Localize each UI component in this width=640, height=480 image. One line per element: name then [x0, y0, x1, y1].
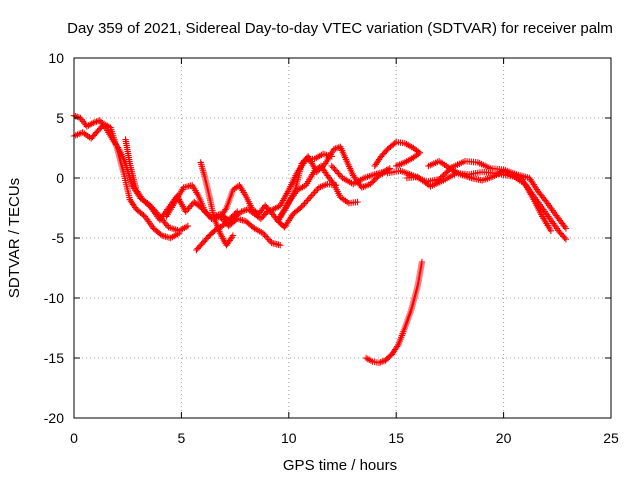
x-tick-label: 20 — [496, 430, 512, 446]
data-point — [370, 178, 377, 185]
data-point — [305, 195, 313, 202]
data-point — [311, 189, 318, 196]
series-tail-low — [328, 162, 393, 188]
data-point — [176, 230, 183, 237]
data-point — [328, 162, 335, 170]
data-point — [317, 164, 325, 171]
data-point — [145, 202, 152, 209]
data-point — [229, 232, 237, 239]
data-point — [299, 202, 307, 209]
data-point — [308, 192, 315, 199]
data-point — [561, 234, 568, 241]
data-point — [74, 113, 81, 120]
data-point — [264, 234, 271, 242]
y-tick-label: -10 — [44, 290, 64, 306]
series-early-lower — [70, 120, 183, 242]
series-plateau-c — [425, 158, 555, 234]
series-isolated-descent — [362, 258, 426, 366]
y-tick-label: -5 — [52, 230, 65, 246]
y-tick-label: -20 — [44, 410, 64, 426]
data-point — [277, 242, 284, 249]
data-point — [354, 198, 361, 206]
chart-title: Day 359 of 2021, Sidereal Day-to-day VTE… — [67, 20, 613, 37]
x-tick-label: 0 — [70, 430, 78, 446]
x-tick-label: 5 — [178, 430, 186, 446]
data-point — [336, 171, 344, 179]
data-point — [542, 197, 549, 204]
data-point — [562, 225, 570, 232]
grid-lines — [74, 58, 611, 418]
series-plateau-b — [403, 168, 570, 243]
data-point — [562, 236, 570, 243]
data-points-layer — [70, 112, 570, 366]
data-point — [312, 187, 320, 194]
y-axis-label: SDTVAR / TECUs — [6, 178, 23, 298]
data-point — [313, 168, 320, 176]
data-point — [335, 170, 342, 177]
data-point — [302, 198, 310, 206]
data-point — [367, 180, 374, 188]
axis-ticks: 0 5 10 15 20 25 -20 -15 -10 -5 0 5 10 — [44, 50, 619, 446]
data-point — [319, 163, 326, 170]
data-point — [185, 205, 192, 212]
data-point — [184, 222, 192, 230]
series-kink — [371, 138, 424, 170]
y-tick-label: -15 — [44, 350, 64, 366]
x-tick-label: 15 — [388, 430, 404, 446]
data-point — [391, 140, 398, 147]
series-mid-ripple — [122, 136, 284, 249]
data-point — [143, 200, 151, 207]
series-early-upper — [70, 112, 192, 234]
data-point — [371, 176, 378, 183]
data-point — [314, 167, 322, 174]
data-point — [307, 194, 314, 201]
series-plateau-a — [384, 158, 570, 232]
data-point — [332, 167, 339, 174]
data-point — [301, 200, 308, 207]
data-point — [393, 162, 400, 170]
x-tick-label: 25 — [603, 430, 619, 446]
y-tick-label: 0 — [56, 170, 64, 186]
data-point — [262, 233, 270, 240]
data-point — [186, 203, 194, 210]
x-axis-label: GPS time / hours — [283, 457, 397, 474]
data-point — [316, 166, 323, 173]
data-point — [547, 227, 555, 234]
y-tick-label: 5 — [56, 110, 64, 126]
data-point — [331, 165, 338, 173]
data-point — [140, 197, 148, 205]
data-point — [309, 190, 317, 198]
x-tick-label: 10 — [281, 430, 297, 446]
data-point — [265, 236, 272, 243]
data-point — [333, 168, 341, 176]
data-point — [329, 164, 337, 171]
data-point — [297, 204, 304, 212]
data-point — [142, 199, 149, 206]
series-bridge-upper — [274, 143, 391, 225]
data-point — [139, 196, 146, 203]
data-point — [368, 179, 376, 186]
data-point — [418, 258, 426, 266]
y-tick-label: 10 — [48, 50, 64, 66]
series-bump-mid — [216, 180, 340, 231]
data-point — [304, 197, 311, 204]
